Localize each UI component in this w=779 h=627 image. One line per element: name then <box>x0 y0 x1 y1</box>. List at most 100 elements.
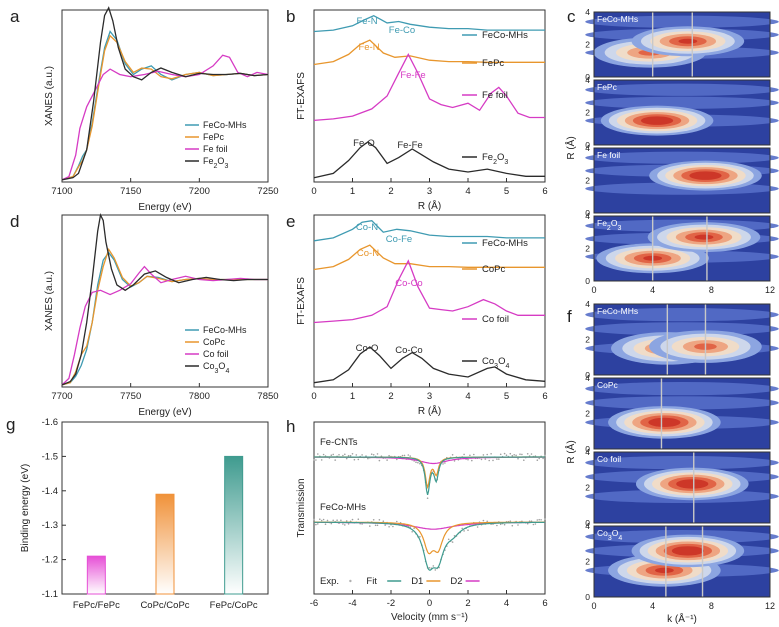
x-tick-label: 6 <box>542 391 547 402</box>
y-tick-label: -1.5 <box>42 451 58 462</box>
exp-point <box>322 518 325 521</box>
panel-label: h <box>286 417 295 436</box>
map-frame <box>593 303 771 376</box>
exp-point <box>428 567 431 569</box>
exp-point <box>509 520 512 522</box>
y-tick-label: 2 <box>585 40 590 50</box>
x-tick-label: 8 <box>709 285 714 295</box>
exp-point <box>376 524 379 527</box>
bar-fepc-copc <box>224 455 244 595</box>
x-axis-label: Velocity (mm s⁻¹) <box>391 612 468 623</box>
exp-point <box>361 523 363 525</box>
y-tick-label: 2 <box>585 244 590 254</box>
exp-point <box>342 454 344 457</box>
exp-point <box>513 454 515 456</box>
x-tick-label: 0 <box>591 285 596 295</box>
x-category-label: FePc/FePc <box>73 600 120 611</box>
contour-band <box>585 151 779 164</box>
exp-point <box>334 459 337 461</box>
exp-point <box>407 454 410 456</box>
exp-point <box>511 524 514 527</box>
x-tick-label: 2 <box>465 598 470 609</box>
exp-point <box>447 538 450 541</box>
series-line-fe2o3 <box>61 6 269 181</box>
y-axis-label: FT-EXAFS <box>296 277 307 325</box>
y-tick-label: 0 <box>585 72 590 82</box>
exp-point <box>486 520 489 523</box>
exp-point <box>503 523 506 526</box>
wavelet-map-feco-mhs: FeCo-MHs 0 2 4 <box>585 7 779 82</box>
exp-point <box>482 519 485 522</box>
x-tick-label: 8 <box>709 601 714 611</box>
contour-level <box>694 234 714 240</box>
x-tick-label: 0 <box>311 186 316 197</box>
x-tick-label: -6 <box>310 598 318 609</box>
y-tick-label: 4 <box>585 143 590 153</box>
y-tick-label: 2 <box>585 409 590 419</box>
exp-point <box>376 453 379 455</box>
exp-point <box>411 531 414 533</box>
exp-point <box>442 463 444 465</box>
x-tick-label: 7850 <box>257 391 278 402</box>
legend-label-fe2o3: Fe2O3 <box>482 152 508 166</box>
contour-level <box>655 567 674 574</box>
map-label: Co foil <box>597 454 621 464</box>
exp-point <box>319 518 321 520</box>
panel-e: e 0 1 2 3 4 5 6 R (Å) FT-EXAFS FeCo-MHs CoPc Co foil… <box>286 212 548 417</box>
series-line-co-foil <box>313 259 545 324</box>
x-tick-label: 1 <box>350 186 355 197</box>
y-axis-label: XANES (a.u.) <box>44 66 55 126</box>
y-tick-label: 0 <box>585 370 590 380</box>
exp-point <box>378 459 381 462</box>
peak-annotation: Fe-Fe <box>400 70 425 81</box>
exp-point <box>345 457 348 460</box>
legend-label-fe-foil: Fe foil <box>482 90 508 101</box>
series-line-co3o4 <box>61 212 268 386</box>
exp-point <box>313 518 315 521</box>
exp-point <box>511 454 514 457</box>
exp-point <box>463 530 465 532</box>
exp-point <box>521 453 523 456</box>
exp-point <box>451 541 454 543</box>
legend-label-feco-mhs: FeCo-MHs <box>203 325 247 335</box>
x-tick-label: 3 <box>427 186 432 197</box>
y-tick-label: 2 <box>585 176 590 186</box>
panel-label: e <box>286 212 295 231</box>
exp-point <box>386 459 388 461</box>
component-fit <box>314 456 545 496</box>
exp-point <box>496 524 498 527</box>
exp-point <box>403 454 406 457</box>
map-label: Co3O4 <box>597 528 622 542</box>
x-tick-label: 3 <box>427 391 432 402</box>
exp-point <box>357 518 360 520</box>
exp-point <box>340 519 342 522</box>
panel-label: b <box>286 7 295 26</box>
exp-point <box>451 454 454 456</box>
exp-point <box>315 523 317 526</box>
exp-point <box>490 453 492 455</box>
map-label: FePc <box>597 82 618 92</box>
contour-band <box>585 15 779 28</box>
wavelet-map-feco-mhs: FeCo-MHs 0 2 4 <box>585 299 779 380</box>
x-tick-label: 4 <box>465 186 470 197</box>
x-tick-label: 4 <box>650 285 655 295</box>
exp-point <box>528 520 531 522</box>
contour-level <box>678 38 698 44</box>
x-tick-label: 6 <box>542 186 547 197</box>
y-tick-label: 4 <box>585 75 590 85</box>
exp-point <box>361 454 363 456</box>
exp-point <box>505 454 508 457</box>
exp-point <box>432 565 435 567</box>
y-tick-label: -1.6 <box>42 417 58 428</box>
y-tick-label: 0 <box>585 140 590 150</box>
peak-annotation: Co-O <box>356 343 379 354</box>
exp-point <box>530 453 533 455</box>
x-tick-label: 5 <box>504 186 509 197</box>
component-d2 <box>314 456 545 465</box>
legend-swatch <box>349 579 352 583</box>
contour-level <box>679 548 696 554</box>
panel-label: a <box>10 7 20 26</box>
exp-point <box>467 458 469 461</box>
